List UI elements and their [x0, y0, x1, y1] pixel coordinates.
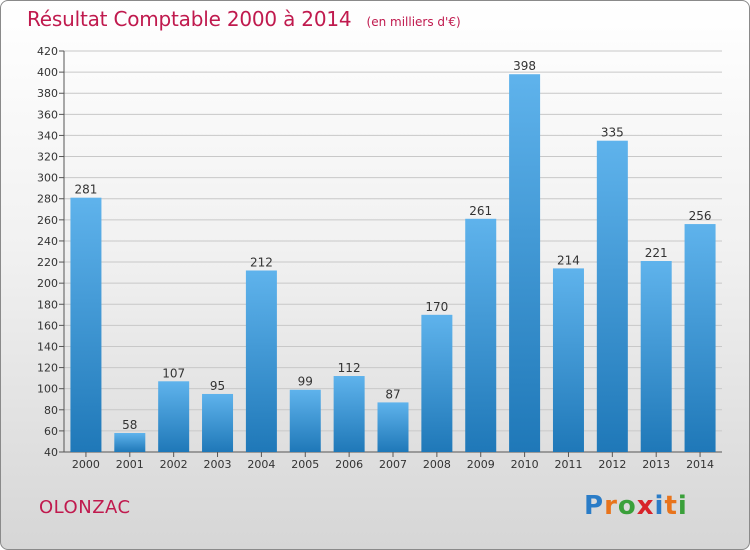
y-tick-label: 100: [37, 383, 58, 396]
y-tick-label: 340: [37, 129, 58, 142]
bar-value-label: 221: [645, 246, 668, 260]
x-tick-label: 2008: [423, 458, 451, 471]
y-tick-label: 160: [37, 319, 58, 332]
bar-value-label: 170: [425, 300, 448, 314]
bar-2013: [640, 260, 672, 452]
bar-2001: [114, 433, 146, 452]
y-tick-label: 420: [37, 45, 58, 58]
logo-letter: t: [664, 491, 678, 521]
bar-value-label: 107: [162, 366, 185, 380]
bar-2007: [377, 402, 409, 452]
x-tick-label: 2014: [686, 458, 714, 471]
bar-value-label: 256: [689, 209, 712, 223]
bar-2011: [552, 268, 584, 452]
logo-letter: r: [604, 491, 618, 521]
x-tick-label: 2000: [72, 458, 100, 471]
bar-2010: [509, 74, 541, 452]
y-tick-label: 260: [37, 214, 58, 227]
y-tick-label: 80: [44, 404, 58, 417]
logo-letter: x: [636, 491, 655, 521]
bar-value-label: 58: [122, 418, 137, 432]
x-tick-label: 2002: [160, 458, 188, 471]
bar-2006: [333, 376, 365, 452]
title-row: Résultat Comptable 2000 à 2014 (en milli…: [27, 7, 461, 31]
x-tick-labels: 2000 2001 2002 2003 2004 2005 2006 2007 2008 2009…: [72, 452, 714, 471]
bar-2002: [158, 381, 190, 452]
bar-2000: [70, 197, 102, 452]
y-tick-label: 220: [37, 256, 58, 269]
x-tick-label: 2011: [554, 458, 582, 471]
bar-2008: [421, 314, 453, 452]
x-tick-label: 2001: [116, 458, 144, 471]
bar-value-label: 261: [469, 204, 492, 218]
y-tick-label: 320: [37, 151, 58, 164]
bar-value-label: 335: [601, 126, 624, 140]
x-tick-label: 2004: [247, 458, 275, 471]
x-tick-label: 2005: [291, 458, 319, 471]
x-tick-label: 2013: [642, 458, 670, 471]
y-tick-label: 60: [44, 425, 58, 438]
bar-2003: [202, 393, 234, 452]
y-tick-label: 300: [37, 172, 58, 185]
proxiti-logo: Proxiti: [584, 491, 688, 521]
bar-value-label: 95: [210, 379, 225, 393]
x-tick-label: 2003: [204, 458, 232, 471]
logo-letter: i: [654, 491, 665, 521]
y-tick-label: 120: [37, 362, 58, 375]
x-tick-label: 2009: [467, 458, 495, 471]
bar-value-label: 212: [250, 255, 273, 269]
y-tick-label: 180: [37, 298, 58, 311]
bar-value-label: 99: [298, 375, 313, 389]
bars: 281 58 107 95 212 99 112 87 170 261 398 214 335 221 25…: [70, 59, 716, 452]
bar-value-label: 112: [338, 361, 361, 375]
x-tick-label: 2010: [511, 458, 539, 471]
bar-2009: [465, 218, 497, 452]
bar-value-label: 398: [513, 59, 536, 73]
bar-2014: [684, 224, 716, 452]
commune-name: OLONZAC: [39, 497, 131, 518]
y-tick-labels: 40 60 80 100 120 140 160 180 200 220 240 260 280 300 3…: [37, 45, 64, 459]
y-tick-label: 400: [37, 66, 58, 79]
bar-2005: [289, 389, 321, 452]
logo-letter: o: [617, 491, 637, 521]
bar-2004: [245, 270, 277, 452]
bar-value-label: 281: [74, 183, 97, 197]
y-tick-label: 40: [44, 446, 58, 459]
y-tick-label: 380: [37, 87, 58, 100]
y-tick-label: 140: [37, 340, 58, 353]
y-tick-label: 360: [37, 108, 58, 121]
bar-2012: [596, 140, 628, 452]
logo-letter: i: [677, 491, 688, 521]
x-tick-label: 2012: [598, 458, 626, 471]
chart-unit: (en milliers d'€): [366, 15, 461, 29]
x-tick-label: 2007: [379, 458, 407, 471]
y-tick-label: 280: [37, 193, 58, 206]
logo-letter: P: [584, 491, 605, 521]
chart-title: Résultat Comptable 2000 à 2014: [27, 7, 352, 31]
bar-value-label: 214: [557, 253, 580, 267]
bar-value-label: 87: [385, 387, 400, 401]
y-tick-label: 240: [37, 235, 58, 248]
y-tick-label: 200: [37, 277, 58, 290]
x-tick-label: 2006: [335, 458, 363, 471]
